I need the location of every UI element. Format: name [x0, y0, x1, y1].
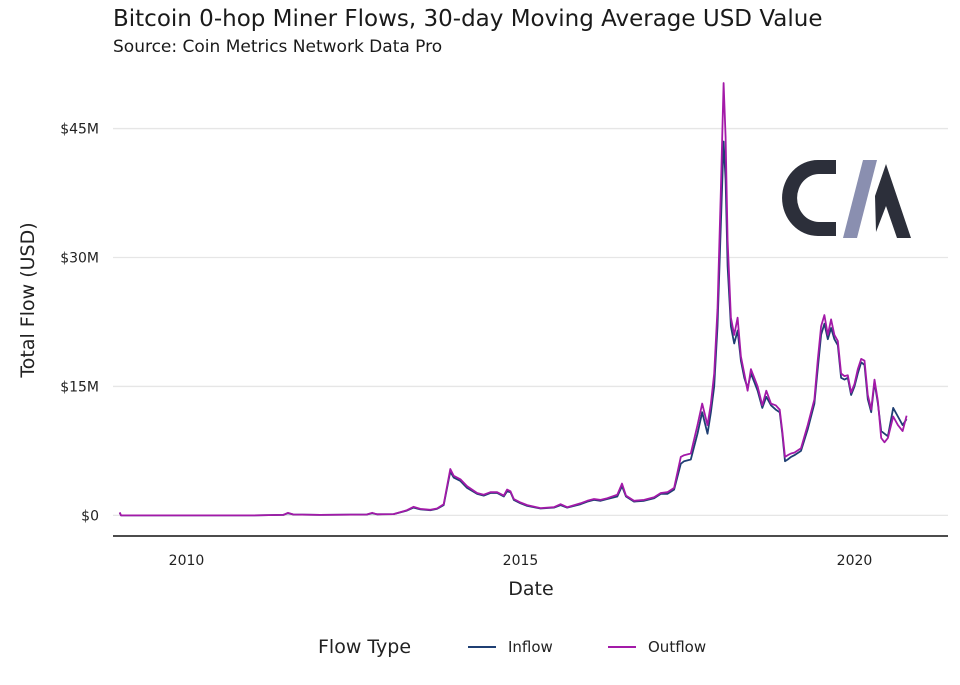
legend-swatch-inflow: [468, 646, 496, 648]
x-tick-labels: 2010 2015 2020: [169, 553, 873, 569]
cm-logo-m: [875, 164, 911, 238]
line-chart: $0 $15M $30M $45M 2010 2015 2020 Total Flow (…: [17, 82, 948, 600]
series-lines: [118, 82, 908, 517]
legend-item-outflow: Outflow: [608, 638, 706, 656]
legend-title: Flow Type: [318, 636, 412, 658]
series-line-outflow: [118, 82, 908, 517]
x-axis-label: Date: [508, 578, 553, 600]
chart-title: Bitcoin 0-hop Miner Flows, 30-day Moving…: [113, 6, 823, 32]
chart-subtitle: Source: Coin Metrics Network Data Pro: [113, 37, 443, 57]
x-tick-label: 2010: [169, 553, 205, 569]
y-tick-label: $15M: [60, 379, 99, 395]
legend-item-inflow: Inflow: [468, 638, 553, 656]
cm-logo: [782, 160, 911, 238]
legend: Flow Type Inflow Outflow: [0, 628, 960, 668]
x-tick-label: 2015: [503, 553, 539, 569]
y-tick-label: $0: [81, 508, 99, 524]
cm-logo-c: [782, 160, 836, 236]
x-tick-label: 2020: [837, 553, 873, 569]
y-tick-labels: $0 $15M $30M $45M: [60, 122, 99, 525]
cm-logo-slash: [843, 160, 877, 238]
legend-swatch-outflow: [608, 646, 636, 648]
y-tick-label: $45M: [60, 122, 99, 138]
legend-label-outflow: Outflow: [648, 638, 707, 656]
y-tick-label: $30M: [60, 251, 99, 267]
legend-label-inflow: Inflow: [508, 638, 553, 656]
y-axis-label: Total Flow (USD): [17, 222, 39, 378]
